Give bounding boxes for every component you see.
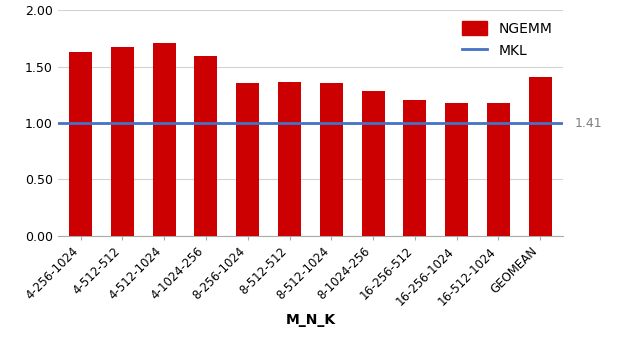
Bar: [403, 100, 426, 236]
Bar: [236, 84, 259, 236]
Bar: [69, 52, 92, 236]
Bar: [445, 103, 468, 236]
Bar: [487, 103, 510, 236]
Bar: [529, 77, 552, 236]
Bar: [362, 91, 385, 236]
Bar: [111, 48, 134, 236]
X-axis label: M_N_K: M_N_K: [285, 313, 335, 328]
Bar: [320, 84, 343, 236]
Bar: [278, 82, 301, 236]
Bar: [153, 43, 175, 236]
Legend: NGEMM, MKL: NGEMM, MKL: [458, 17, 556, 62]
Bar: [195, 56, 218, 236]
Text: 1.41: 1.41: [574, 117, 602, 129]
